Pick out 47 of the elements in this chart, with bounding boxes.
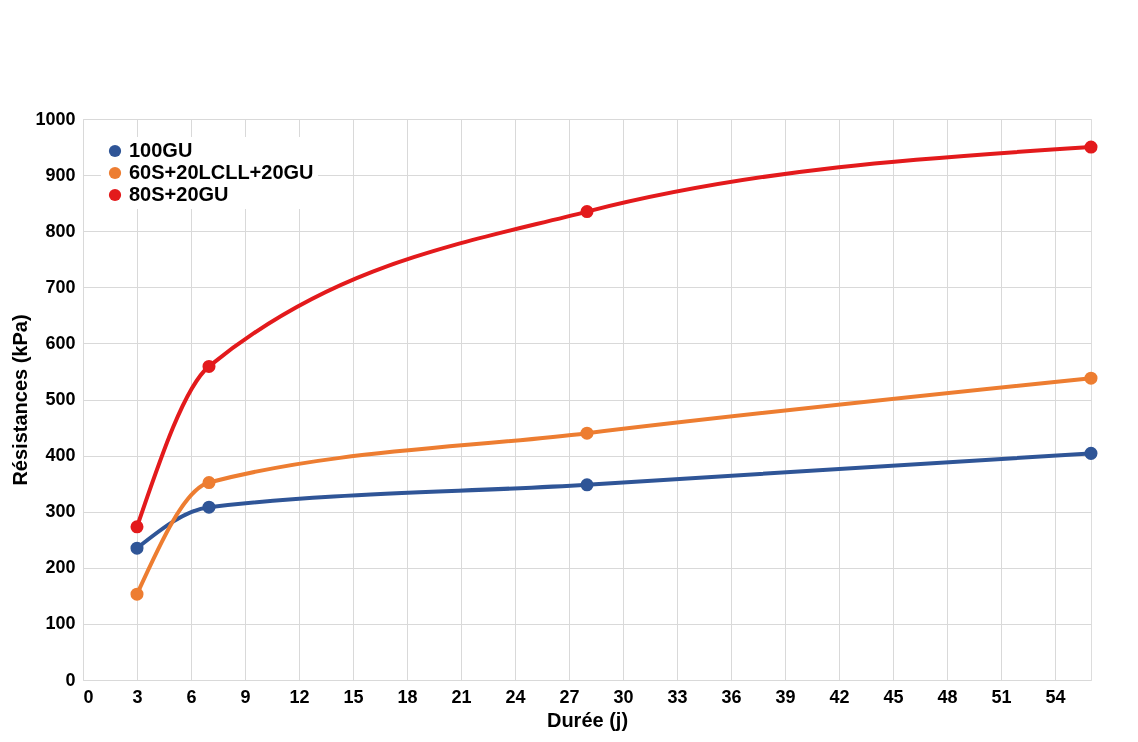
x-tick-label: 39 bbox=[775, 686, 796, 707]
x-tick-label: 6 bbox=[186, 686, 197, 707]
point bbox=[130, 587, 144, 601]
legend-label: 80S+20GU bbox=[129, 183, 229, 205]
x-tick-label: 15 bbox=[343, 686, 364, 707]
y-tick-label: 100 bbox=[45, 613, 76, 634]
legend-label: 60S+20LCLL+20GU bbox=[129, 161, 314, 183]
y-tick-label: 800 bbox=[45, 220, 76, 241]
point bbox=[580, 205, 594, 219]
x-tick-label: 42 bbox=[829, 686, 850, 707]
y-tick-label: 1000 bbox=[35, 108, 76, 129]
y-axis-title: Résistances (kPa) bbox=[9, 314, 32, 486]
y-tick-label: 0 bbox=[65, 669, 76, 690]
x-tick-label: 3 bbox=[132, 686, 143, 707]
x-tick-label: 30 bbox=[613, 686, 634, 707]
x-tick-label: 21 bbox=[451, 686, 472, 707]
y-tick-label: 700 bbox=[45, 276, 76, 297]
point bbox=[1084, 446, 1098, 460]
point bbox=[580, 426, 594, 440]
point bbox=[1084, 371, 1098, 385]
point bbox=[1084, 140, 1098, 154]
y-tick-label: 900 bbox=[45, 164, 76, 185]
x-tick-label: 0 bbox=[83, 686, 94, 707]
point bbox=[202, 476, 216, 490]
x-tick-label: 18 bbox=[397, 686, 418, 707]
x-tick-label: 36 bbox=[721, 686, 742, 707]
x-tick-label: 54 bbox=[1045, 686, 1066, 707]
x-tick-label: 9 bbox=[240, 686, 251, 707]
y-tick-label: 300 bbox=[45, 501, 76, 522]
x-tick-label: 33 bbox=[667, 686, 688, 707]
x-tick-label: 24 bbox=[505, 686, 526, 707]
x-tick-label: 51 bbox=[991, 686, 1012, 707]
y-tick-label: 600 bbox=[45, 332, 76, 353]
legend-label: 100GU bbox=[129, 139, 193, 161]
y-tick-label: 400 bbox=[45, 445, 76, 466]
point bbox=[130, 541, 144, 555]
point bbox=[130, 520, 144, 534]
point bbox=[580, 478, 594, 492]
point bbox=[202, 500, 216, 514]
point bbox=[202, 359, 216, 373]
y-tick-label: 500 bbox=[45, 389, 76, 409]
x-tick-label: 45 bbox=[883, 686, 904, 707]
x-tick-label: 12 bbox=[289, 686, 310, 707]
x-axis-title: Durée (j) bbox=[546, 708, 629, 731]
y-tick-label: 200 bbox=[45, 557, 76, 578]
x-tick-label: 27 bbox=[559, 686, 580, 707]
x-tick-label: 48 bbox=[937, 686, 958, 707]
